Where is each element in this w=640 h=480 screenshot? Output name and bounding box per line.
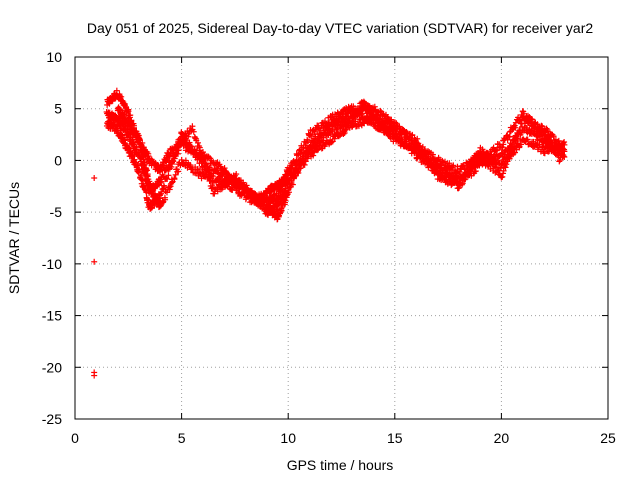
data-point (175, 168, 182, 175)
y-tick-label: 10 (46, 49, 62, 65)
x-tick-label: 20 (494, 430, 510, 446)
data-point (293, 152, 300, 159)
y-tick-label: -10 (42, 256, 62, 272)
data-point (172, 171, 179, 178)
data-point (556, 158, 563, 165)
y-tick-label: 0 (54, 152, 62, 168)
data-points-layer (91, 87, 568, 379)
outlier-point (91, 175, 98, 182)
data-point (158, 178, 165, 185)
data-point (543, 125, 550, 132)
data-point (141, 168, 148, 175)
grid-layer (75, 57, 608, 419)
data-point (289, 181, 296, 188)
data-point (371, 103, 378, 110)
data-point (502, 164, 509, 171)
x-tick-label: 15 (387, 430, 403, 446)
outlier-point (91, 258, 98, 265)
chart-title: Day 051 of 2025, Sidereal Day-to-day VTE… (87, 20, 593, 36)
data-point (113, 87, 120, 94)
y-tick-label: -5 (50, 204, 63, 220)
data-point (393, 120, 400, 127)
data-point (166, 186, 173, 193)
data-point (555, 137, 562, 144)
data-point (143, 195, 150, 202)
data-point (550, 133, 557, 140)
data-point (392, 119, 399, 126)
data-point (278, 207, 285, 214)
data-point (163, 189, 170, 196)
y-axis-label: SDTVAR / TECUs (6, 182, 22, 294)
y-tick-label: -25 (42, 411, 62, 427)
data-point (446, 160, 453, 167)
data-point (162, 196, 169, 203)
data-point (194, 165, 201, 172)
data-point (129, 136, 136, 143)
data-point (450, 162, 457, 169)
x-tick-label: 25 (600, 430, 616, 446)
outlier-point (91, 372, 98, 379)
x-tick-label: 10 (280, 430, 296, 446)
data-point (157, 179, 164, 186)
x-tick-label: 5 (178, 430, 186, 446)
y-tick-label: 5 (54, 101, 62, 117)
y-tick-label: -20 (42, 359, 62, 375)
x-axis-label: GPS time / hours (287, 457, 394, 473)
data-point (127, 112, 134, 119)
data-point (171, 176, 178, 183)
data-point (304, 138, 311, 145)
x-tick-label: 0 (71, 430, 79, 446)
data-point (139, 161, 146, 168)
y-tick-label: -15 (42, 308, 62, 324)
data-point (499, 173, 506, 180)
data-point (496, 171, 503, 178)
